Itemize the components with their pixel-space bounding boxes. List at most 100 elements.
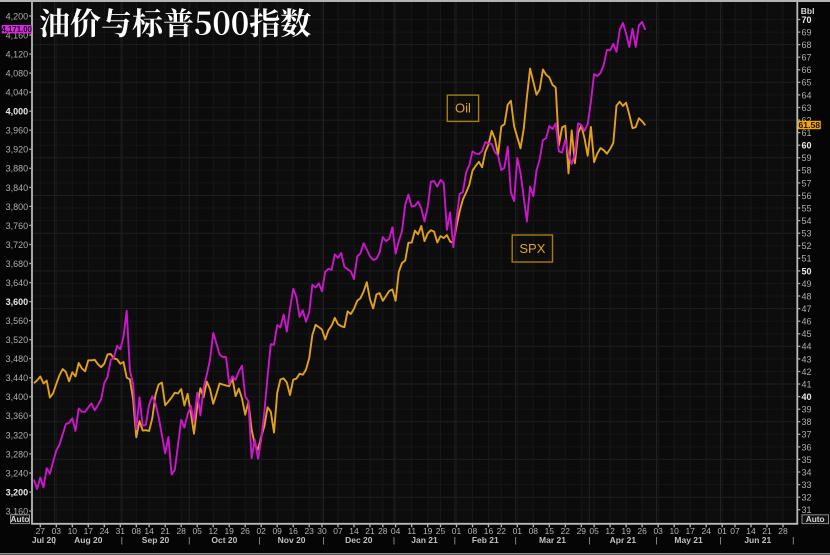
svg-text:4,040: 4,040 bbox=[6, 88, 29, 98]
svg-text:01: 01 bbox=[717, 526, 727, 536]
svg-text:|: | bbox=[393, 535, 395, 545]
svg-text:45: 45 bbox=[802, 329, 812, 339]
svg-text:Jun 21: Jun 21 bbox=[744, 535, 771, 545]
svg-text:19: 19 bbox=[224, 526, 234, 536]
svg-text:|: | bbox=[322, 535, 324, 545]
svg-text:30: 30 bbox=[317, 526, 327, 536]
svg-text:29: 29 bbox=[577, 526, 587, 536]
svg-text:3,520: 3,520 bbox=[6, 335, 29, 345]
svg-text:22: 22 bbox=[561, 526, 571, 536]
svg-text:57: 57 bbox=[802, 178, 812, 188]
svg-text:31: 31 bbox=[802, 505, 812, 515]
svg-text:14: 14 bbox=[746, 526, 756, 536]
svg-text:05: 05 bbox=[192, 526, 202, 536]
svg-text:16: 16 bbox=[288, 526, 298, 536]
svg-text:|: | bbox=[188, 535, 190, 545]
svg-text:16: 16 bbox=[484, 526, 494, 536]
svg-text:|: | bbox=[792, 535, 794, 545]
svg-text:17: 17 bbox=[84, 526, 94, 536]
svg-text:21: 21 bbox=[365, 526, 375, 536]
svg-text:42: 42 bbox=[802, 367, 812, 377]
svg-text:17: 17 bbox=[685, 526, 695, 536]
svg-text:27: 27 bbox=[36, 526, 46, 536]
svg-text:01: 01 bbox=[452, 526, 462, 536]
svg-text:49: 49 bbox=[802, 279, 812, 289]
svg-text:68: 68 bbox=[802, 40, 812, 50]
svg-text:51: 51 bbox=[802, 254, 812, 264]
svg-text:67: 67 bbox=[802, 53, 812, 63]
svg-text:70: 70 bbox=[802, 15, 812, 25]
svg-text:24: 24 bbox=[100, 526, 110, 536]
svg-text:07: 07 bbox=[333, 526, 343, 536]
svg-text:02: 02 bbox=[256, 526, 266, 536]
svg-text:62: 62 bbox=[802, 116, 812, 126]
svg-text:25: 25 bbox=[436, 526, 446, 536]
svg-text:56: 56 bbox=[802, 191, 812, 201]
svg-text:3,320: 3,320 bbox=[6, 430, 29, 440]
svg-text:3,560: 3,560 bbox=[6, 316, 29, 326]
svg-text:52: 52 bbox=[802, 241, 812, 251]
svg-text:3,640: 3,640 bbox=[6, 278, 29, 288]
svg-text:10: 10 bbox=[669, 526, 679, 536]
svg-text:40: 40 bbox=[802, 392, 812, 402]
svg-text:01: 01 bbox=[513, 526, 523, 536]
svg-text:65: 65 bbox=[802, 78, 812, 88]
svg-text:3,960: 3,960 bbox=[6, 126, 29, 136]
svg-text:54: 54 bbox=[802, 216, 812, 226]
svg-text:03: 03 bbox=[653, 526, 663, 536]
svg-text:|: | bbox=[121, 535, 123, 545]
svg-text:28: 28 bbox=[176, 526, 186, 536]
svg-text:|: | bbox=[588, 535, 590, 545]
svg-text:|: | bbox=[515, 535, 517, 545]
svg-text:35: 35 bbox=[802, 455, 812, 465]
svg-text:22: 22 bbox=[497, 526, 507, 536]
svg-text:12: 12 bbox=[605, 526, 615, 536]
svg-text:3,800: 3,800 bbox=[6, 202, 29, 212]
svg-text:36: 36 bbox=[802, 442, 812, 452]
svg-text:4,171.00: 4,171.00 bbox=[2, 25, 33, 34]
svg-text:3,480: 3,480 bbox=[6, 354, 29, 364]
svg-text:SPX: SPX bbox=[519, 241, 545, 256]
svg-text:44: 44 bbox=[802, 342, 812, 352]
svg-text:4,160: 4,160 bbox=[6, 30, 29, 40]
svg-text:08: 08 bbox=[468, 526, 478, 536]
svg-text:|: | bbox=[258, 535, 260, 545]
svg-text:38: 38 bbox=[802, 417, 812, 427]
svg-text:Jul 20: Jul 20 bbox=[32, 535, 56, 545]
svg-text:Apr 21: Apr 21 bbox=[610, 535, 637, 545]
svg-text:Bbl: Bbl bbox=[801, 6, 815, 16]
svg-text:Nov 20: Nov 20 bbox=[278, 535, 306, 545]
svg-text:Feb 21: Feb 21 bbox=[472, 535, 499, 545]
svg-text:50: 50 bbox=[802, 266, 812, 276]
svg-text:64: 64 bbox=[802, 90, 812, 100]
svg-text:14: 14 bbox=[349, 526, 359, 536]
svg-text:Oct 20: Oct 20 bbox=[211, 535, 237, 545]
svg-text:24: 24 bbox=[701, 526, 711, 536]
svg-text:|: | bbox=[454, 535, 456, 545]
svg-text:58: 58 bbox=[802, 166, 812, 176]
svg-text:3,720: 3,720 bbox=[6, 240, 29, 250]
svg-text:Sep 20: Sep 20 bbox=[142, 535, 170, 545]
svg-text:41: 41 bbox=[802, 379, 812, 389]
svg-text:4,000: 4,000 bbox=[6, 107, 29, 117]
svg-text:39: 39 bbox=[802, 405, 812, 415]
svg-text:14: 14 bbox=[144, 526, 154, 536]
svg-text:3,880: 3,880 bbox=[6, 164, 29, 174]
svg-text:4,200: 4,200 bbox=[6, 11, 29, 21]
svg-text:19: 19 bbox=[423, 526, 433, 536]
svg-text:66: 66 bbox=[802, 65, 812, 75]
svg-text:3,680: 3,680 bbox=[6, 259, 29, 269]
svg-text:53: 53 bbox=[802, 229, 812, 239]
svg-text:3,200: 3,200 bbox=[6, 487, 29, 497]
svg-text:21: 21 bbox=[160, 526, 170, 536]
svg-text:08: 08 bbox=[132, 526, 142, 536]
svg-text:55: 55 bbox=[802, 203, 812, 213]
svg-text:3,360: 3,360 bbox=[6, 411, 29, 421]
svg-text:26: 26 bbox=[637, 526, 647, 536]
svg-text:Auto: Auto bbox=[806, 514, 825, 524]
svg-text:Aug 20: Aug 20 bbox=[74, 535, 103, 545]
svg-text:03: 03 bbox=[52, 526, 62, 536]
svg-text:|: | bbox=[54, 535, 56, 545]
svg-text:3,400: 3,400 bbox=[6, 392, 29, 402]
svg-text:05: 05 bbox=[589, 526, 599, 536]
